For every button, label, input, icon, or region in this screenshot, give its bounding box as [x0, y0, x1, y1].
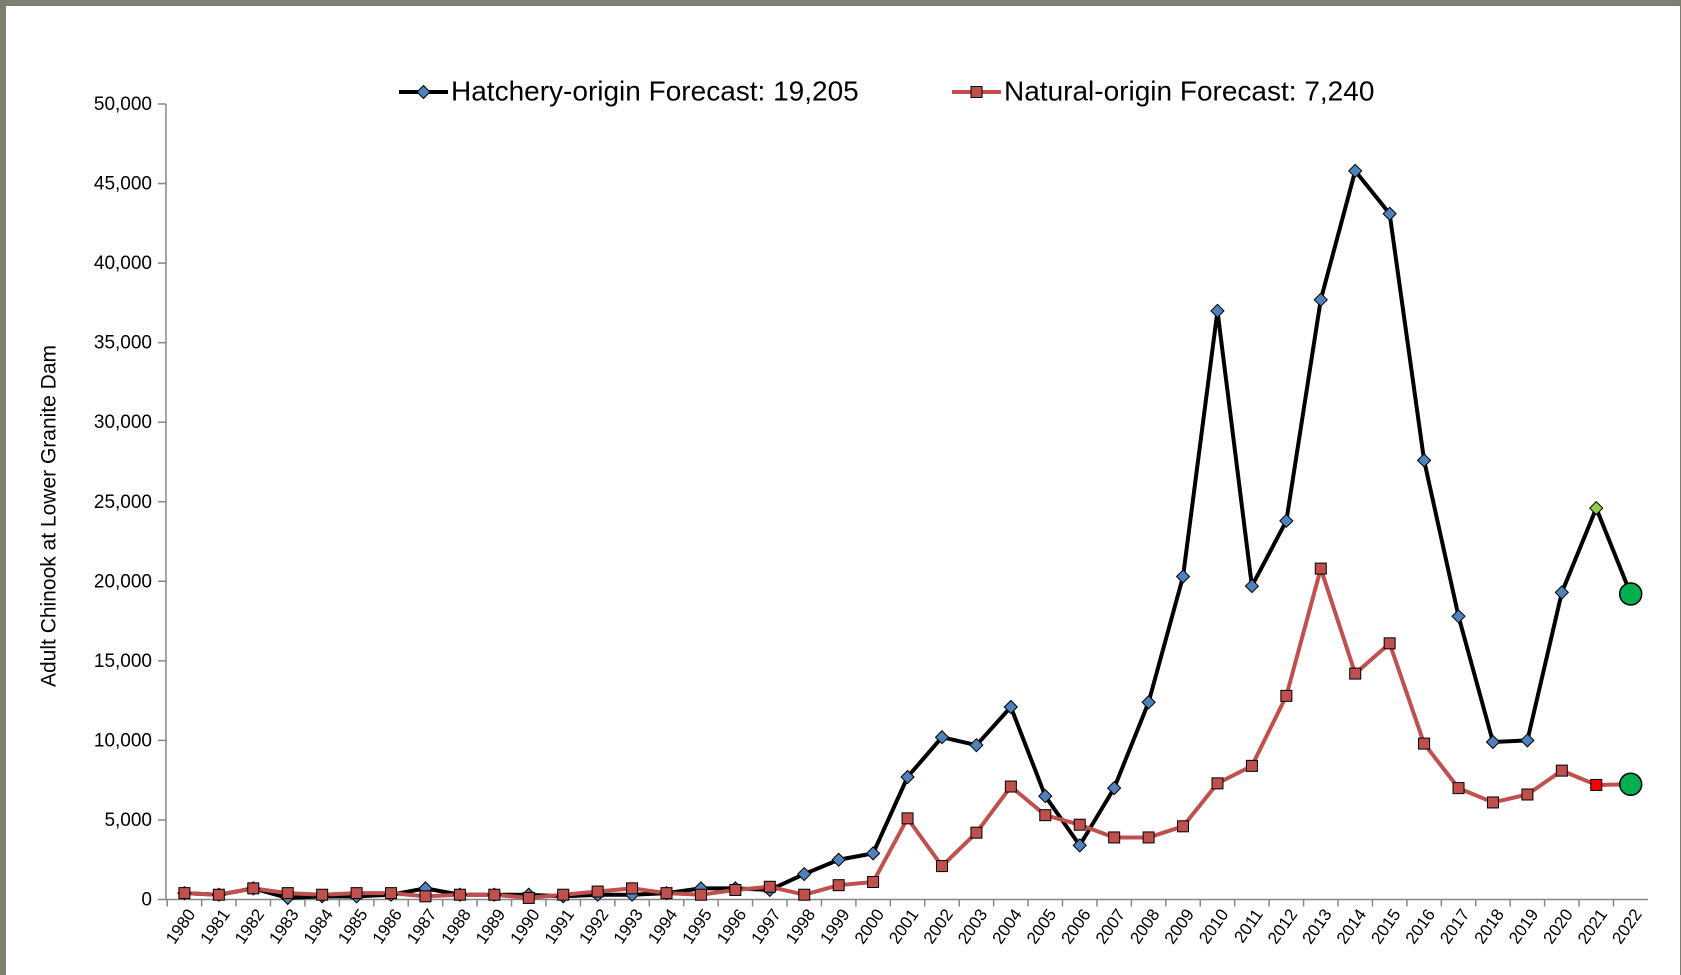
data-point: [1073, 818, 1086, 831]
data-point: [350, 887, 363, 900]
data-point: [729, 883, 742, 896]
data-point: [419, 890, 432, 903]
forecast-point: [1618, 582, 1643, 606]
data-point: [453, 888, 466, 901]
data-point: [865, 846, 881, 861]
data-point: [694, 888, 707, 901]
data-point: [1245, 759, 1258, 772]
y-tick-label: 10,000: [94, 730, 152, 751]
data-point: [1003, 699, 1019, 715]
y-tick-label: 30,000: [94, 412, 152, 433]
data-point: [1314, 562, 1327, 575]
data-point: [1313, 292, 1328, 307]
data-point: [1451, 609, 1466, 624]
data-point: [763, 880, 776, 893]
data-point: [1382, 206, 1397, 221]
data-point: [798, 888, 811, 901]
data-point: [1416, 453, 1432, 468]
data-point: [1486, 796, 1499, 809]
data-point: [970, 826, 983, 839]
y-tick-label: 50,000: [94, 94, 152, 115]
forecast-point: [1618, 772, 1643, 797]
data-point: [832, 879, 845, 892]
data-point: [1383, 637, 1396, 650]
data-point: [247, 882, 260, 895]
data-point: [900, 769, 915, 785]
data-point: [1177, 820, 1190, 833]
y-tick-label: 5,000: [104, 810, 152, 831]
data-point: [1589, 500, 1604, 516]
data-point: [867, 875, 880, 888]
data-point: [1554, 585, 1570, 600]
data-point: [1521, 788, 1534, 801]
data-point: [1349, 667, 1362, 680]
data-point: [281, 887, 294, 900]
data-point: [1244, 578, 1260, 594]
data-point: [591, 885, 604, 898]
data-point: [1004, 780, 1017, 793]
data-point: [1590, 778, 1603, 791]
legend-marker: [970, 86, 983, 98]
y-tick-label: 0: [141, 890, 152, 911]
data-point: [901, 812, 914, 825]
data-point: [1452, 782, 1465, 795]
data-point: [1280, 689, 1293, 702]
data-point: [1175, 569, 1191, 584]
data-point: [1485, 734, 1501, 750]
data-point: [385, 887, 398, 900]
data-point: [797, 866, 812, 882]
data-point: [1210, 303, 1225, 319]
data-point: [1039, 809, 1052, 822]
data-point: [626, 882, 639, 895]
data-point: [1106, 780, 1122, 796]
legend-label: Natural-origin Forecast: 7,240: [1004, 75, 1374, 106]
y-tick-label: 20,000: [94, 571, 152, 592]
data-point: [212, 888, 225, 901]
y-tick-label: 25,000: [94, 492, 152, 513]
data-point: [934, 730, 950, 745]
data-point: [1520, 733, 1535, 748]
data-point: [1038, 788, 1053, 804]
data-point: [1141, 695, 1156, 710]
data-point: [1142, 831, 1155, 844]
y-tick-label: 15,000: [94, 651, 152, 672]
y-tick-label: 35,000: [94, 333, 152, 354]
data-point: [1211, 777, 1224, 790]
data-point: [831, 852, 846, 867]
y-tick-label: 45,000: [94, 174, 152, 195]
data-point: [969, 737, 984, 753]
y-axis-title: Adult Chinook at Lower Granite Dam: [38, 345, 61, 687]
data-point: [1555, 764, 1568, 777]
data-point: [660, 887, 673, 900]
y-tick-label: 40,000: [94, 253, 152, 274]
data-point: [1348, 163, 1363, 179]
data-point: [488, 888, 501, 901]
data-point: [178, 887, 191, 900]
data-point: [1072, 838, 1087, 853]
data-point: [1418, 737, 1431, 750]
data-point: [557, 888, 570, 901]
data-point: [522, 891, 535, 904]
data-point: [935, 860, 948, 873]
legend-marker: [416, 84, 431, 100]
data-point: [1279, 513, 1294, 529]
data-point: [1108, 831, 1121, 844]
data-point: [316, 888, 329, 901]
legend-label: Hatchery-origin Forecast: 19,205: [451, 75, 859, 106]
